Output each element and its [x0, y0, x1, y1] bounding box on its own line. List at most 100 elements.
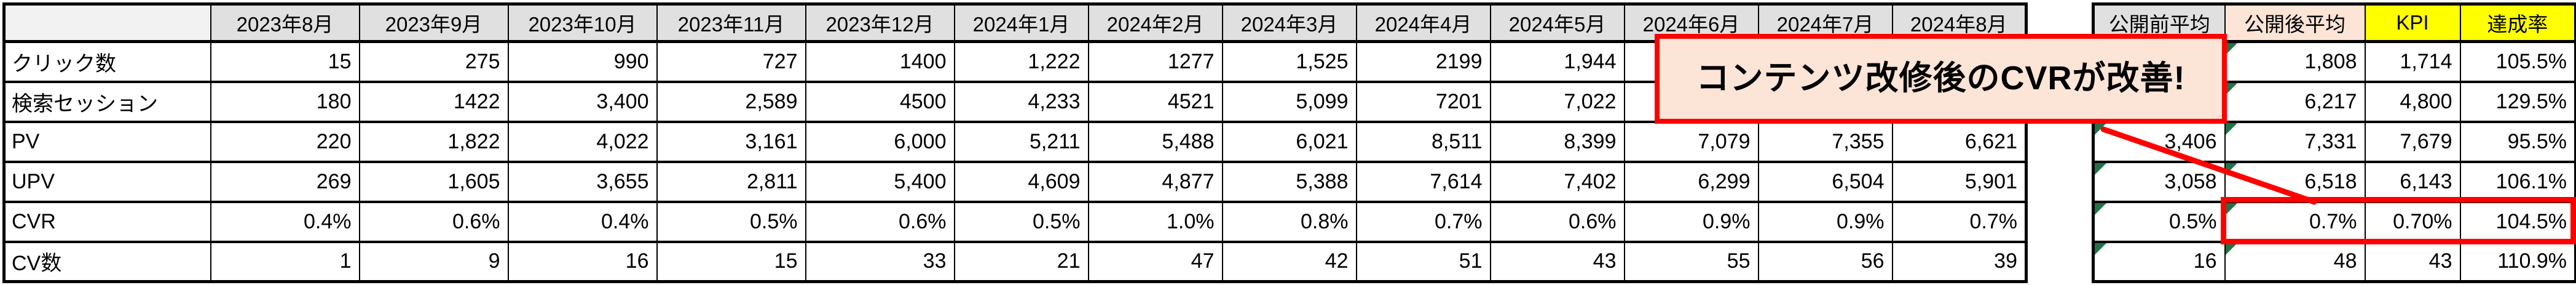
metric-cell[interactable]: 1,944 [1489, 40, 1625, 83]
metric-cell[interactable]: 33 [805, 240, 955, 283]
metric-cell[interactable]: 1,525 [1221, 40, 1357, 83]
metric-cell[interactable]: 2199 [1355, 40, 1491, 83]
metric-cell[interactable]: 8,399 [1489, 120, 1625, 163]
summary-cell[interactable]: 16 [2092, 240, 2226, 283]
metric-cell[interactable]: 2,811 [656, 160, 806, 203]
summary-cell[interactable]: 7,331 [2224, 120, 2366, 163]
metric-cell[interactable]: 16 [507, 240, 658, 283]
month-header[interactable]: 2023年8月 [210, 2, 360, 43]
summary-cell[interactable]: 48 [2224, 240, 2366, 283]
metric-cell[interactable]: 5,099 [1221, 80, 1357, 123]
summary-cell[interactable]: 110.9% [2459, 240, 2576, 283]
summary-cell[interactable]: 6,217 [2224, 80, 2366, 123]
summary-cell[interactable]: 0.5% [2092, 200, 2226, 243]
metric-cell[interactable]: 9 [358, 240, 509, 283]
callout-shape[interactable]: コンテンツ改修後のCVRが改善! [1655, 34, 2227, 124]
summary-cell[interactable]: 0.70% [2364, 200, 2461, 243]
metric-cell[interactable]: 7201 [1355, 80, 1491, 123]
summary-header[interactable]: 達成率 [2459, 2, 2576, 43]
month-header[interactable]: 2024年2月 [1087, 2, 1223, 43]
metric-cell[interactable]: 5,488 [1087, 120, 1223, 163]
month-header[interactable]: 2023年12月 [805, 2, 955, 43]
row-label[interactable]: 検索セッション [3, 80, 211, 123]
metric-cell[interactable]: 3,655 [507, 160, 658, 203]
metric-cell[interactable]: 47 [1087, 240, 1223, 283]
metric-cell[interactable]: 7,079 [1623, 120, 1759, 163]
row-label[interactable]: PV [3, 120, 211, 163]
summary-cell[interactable]: 106.1% [2459, 160, 2576, 203]
metric-cell[interactable]: 21 [953, 240, 1089, 283]
metric-cell[interactable]: 0.6% [805, 200, 955, 243]
metric-cell[interactable]: 39 [1891, 240, 2027, 283]
metric-cell[interactable]: 0.9% [1757, 200, 1893, 243]
metric-cell[interactable]: 0.8% [1221, 200, 1357, 243]
month-header[interactable]: 2023年10月 [507, 2, 658, 43]
metric-cell[interactable]: 4,609 [953, 160, 1089, 203]
metric-cell[interactable]: 3,161 [656, 120, 806, 163]
summary-cell[interactable]: 43 [2364, 240, 2461, 283]
metric-cell[interactable]: 1,605 [358, 160, 509, 203]
metric-cell[interactable]: 7,402 [1489, 160, 1625, 203]
month-header[interactable]: 2024年1月 [953, 2, 1089, 43]
metric-cell[interactable]: 1277 [1087, 40, 1223, 83]
metric-cell[interactable]: 0.4% [507, 200, 658, 243]
metric-cell[interactable]: 1.0% [1087, 200, 1223, 243]
metric-cell[interactable]: 43 [1489, 240, 1625, 283]
summary-cell[interactable]: 0.7% [2224, 200, 2366, 243]
summary-header[interactable]: 公開後平均 [2224, 2, 2366, 43]
metric-cell[interactable]: 8,511 [1355, 120, 1491, 163]
row-label[interactable]: CVR [3, 200, 211, 243]
month-header[interactable]: 2023年9月 [358, 2, 509, 43]
summary-header[interactable]: KPI [2364, 2, 2461, 43]
metric-cell[interactable]: 42 [1221, 240, 1357, 283]
summary-cell[interactable]: 105.5% [2459, 40, 2576, 83]
metric-cell[interactable]: 5,211 [953, 120, 1089, 163]
metric-cell[interactable]: 5,400 [805, 160, 955, 203]
row-label[interactable]: CV数 [3, 240, 211, 283]
metric-cell[interactable]: 5,388 [1221, 160, 1357, 203]
metric-cell[interactable]: 0.9% [1623, 200, 1759, 243]
month-header[interactable]: 2024年4月 [1355, 2, 1491, 43]
metric-cell[interactable]: 55 [1623, 240, 1759, 283]
metric-cell[interactable]: 6,621 [1891, 120, 2027, 163]
metric-cell[interactable]: 7,355 [1757, 120, 1893, 163]
metric-cell[interactable]: 1,222 [953, 40, 1089, 83]
summary-cell[interactable]: 95.5% [2459, 120, 2576, 163]
summary-cell[interactable]: 129.5% [2459, 80, 2576, 123]
metric-cell[interactable]: 269 [210, 160, 360, 203]
metric-cell[interactable]: 990 [507, 40, 658, 83]
metric-cell[interactable]: 0.5% [953, 200, 1089, 243]
metric-cell[interactable]: 6,000 [805, 120, 955, 163]
month-header[interactable]: 2023年11月 [656, 2, 806, 43]
metric-cell[interactable]: 1,822 [358, 120, 509, 163]
summary-cell[interactable]: 3,406 [2092, 120, 2226, 163]
summary-cell[interactable]: 6,518 [2224, 160, 2366, 203]
summary-cell[interactable]: 6,143 [2364, 160, 2461, 203]
metric-cell[interactable]: 6,299 [1623, 160, 1759, 203]
metric-cell[interactable]: 0.7% [1891, 200, 2027, 243]
metric-cell[interactable]: 0.6% [358, 200, 509, 243]
metric-cell[interactable]: 4500 [805, 80, 955, 123]
metric-cell[interactable]: 7,614 [1355, 160, 1491, 203]
summary-cell[interactable]: 4,800 [2364, 80, 2461, 123]
summary-cell[interactable]: 3,058 [2092, 160, 2226, 203]
metric-cell[interactable]: 5,901 [1891, 160, 2027, 203]
metric-cell[interactable]: 0.5% [656, 200, 806, 243]
summary-cell[interactable]: 1,808 [2224, 40, 2366, 83]
metric-cell[interactable]: 0.7% [1355, 200, 1491, 243]
metric-cell[interactable]: 1 [210, 240, 360, 283]
metric-cell[interactable]: 7,022 [1489, 80, 1625, 123]
metric-cell[interactable]: 727 [656, 40, 806, 83]
summary-cell[interactable]: 7,679 [2364, 120, 2461, 163]
metric-cell[interactable]: 15 [656, 240, 806, 283]
summary-cell[interactable]: 1,714 [2364, 40, 2461, 83]
metric-cell[interactable]: 220 [210, 120, 360, 163]
metric-cell[interactable]: 4,233 [953, 80, 1089, 123]
metric-cell[interactable]: 4,877 [1087, 160, 1223, 203]
corner-cell[interactable] [3, 2, 211, 43]
row-label[interactable]: UPV [3, 160, 211, 203]
metric-cell[interactable]: 6,021 [1221, 120, 1357, 163]
metric-cell[interactable]: 1422 [358, 80, 509, 123]
metric-cell[interactable]: 4521 [1087, 80, 1223, 123]
month-header[interactable]: 2024年5月 [1489, 2, 1625, 43]
